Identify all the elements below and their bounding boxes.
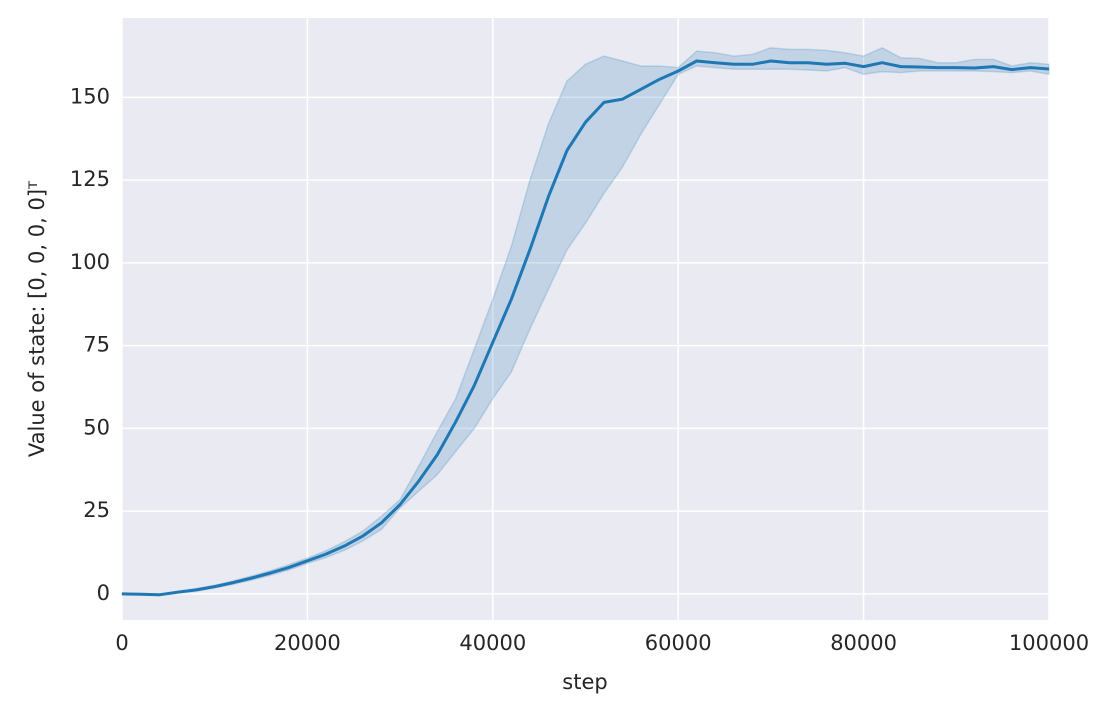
x-tick-label: 100000 <box>1009 631 1089 655</box>
y-tick-label: 50 <box>83 415 110 439</box>
y-tick-label: 125 <box>70 167 110 191</box>
x-tick-label: 0 <box>115 631 128 655</box>
y-tick-label: 25 <box>83 498 110 522</box>
confidence-band <box>121 46 1050 597</box>
x-tick-label: 40000 <box>459 631 526 655</box>
y-axis-label: Value of state: [0, 0, 0, 0]ᵀ <box>25 180 49 457</box>
y-tick-label: 150 <box>70 84 110 108</box>
y-tick-label: 75 <box>83 333 110 357</box>
y-tick-label: 0 <box>97 581 110 605</box>
plot-area <box>122 18 1049 620</box>
x-axis-label: step <box>562 670 607 694</box>
x-tick-label: 60000 <box>645 631 712 655</box>
x-tick-label: 80000 <box>830 631 897 655</box>
y-tick-label: 100 <box>70 250 110 274</box>
x-tick-label: 20000 <box>274 631 341 655</box>
line <box>121 59 1050 597</box>
